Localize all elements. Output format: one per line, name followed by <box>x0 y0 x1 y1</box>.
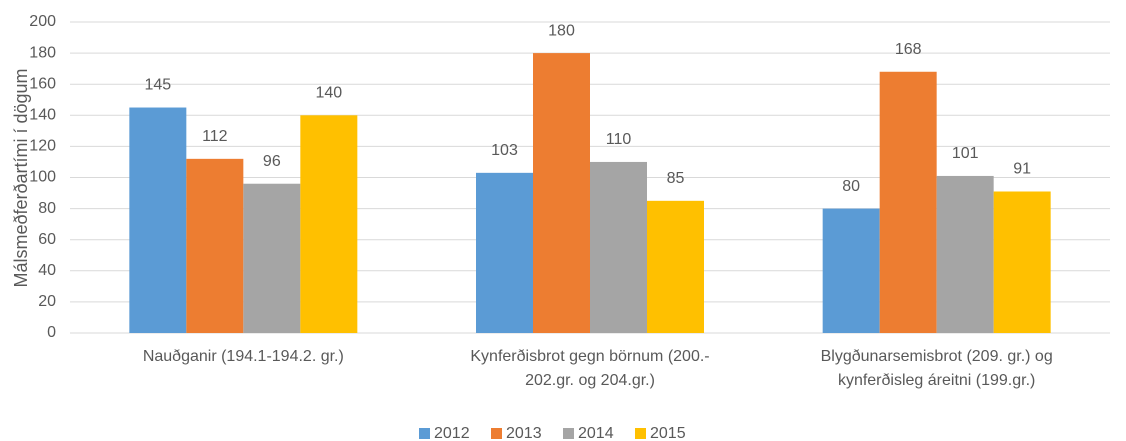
data-label: 91 <box>1013 161 1031 178</box>
legend-label: 2012 <box>434 425 470 441</box>
data-label: 85 <box>667 170 685 187</box>
y-tick-label: 140 <box>29 107 56 124</box>
data-label: 145 <box>144 77 171 94</box>
x-tick-label: Kynferðisbrot gegn börnum (200.-202.gr. … <box>470 348 709 389</box>
y-axis-title: Málsmeðferðartími í dögum <box>11 68 31 287</box>
bar <box>647 200 704 333</box>
data-label: 168 <box>895 41 922 58</box>
data-label: 80 <box>842 178 860 195</box>
y-tick-label: 180 <box>29 44 56 61</box>
y-tick-label: 120 <box>29 138 56 155</box>
data-label: 112 <box>202 128 228 145</box>
data-label: 101 <box>952 145 979 162</box>
bar <box>476 172 533 333</box>
y-tick-label: 60 <box>38 231 56 248</box>
legend-label: 2015 <box>650 425 686 441</box>
bar <box>243 183 301 333</box>
bar <box>936 175 994 333</box>
y-tick-label: 200 <box>29 13 56 30</box>
y-tick-label: 40 <box>38 262 56 279</box>
y-tick-label: 80 <box>38 200 56 217</box>
y-tick-label: 0 <box>47 324 56 341</box>
data-label: 103 <box>491 142 518 159</box>
legend-swatch <box>419 428 430 439</box>
bar <box>993 191 1051 333</box>
data-label: 180 <box>548 22 575 39</box>
bar <box>300 115 358 333</box>
legend-label: 2013 <box>506 425 542 441</box>
x-tick-label: Blygðunarsemisbrot (209. gr.) og kynferði… <box>821 348 1053 389</box>
legend-label: 2014 <box>578 425 614 441</box>
y-tick-label: 100 <box>29 169 56 186</box>
y-tick-label: 20 <box>38 293 56 310</box>
bar <box>879 71 937 333</box>
legend-swatch <box>563 428 574 439</box>
bar <box>129 107 187 334</box>
data-label: 110 <box>606 131 632 148</box>
legend-swatch <box>635 428 646 439</box>
legend-swatch <box>491 428 502 439</box>
data-label: 96 <box>263 153 281 170</box>
y-tick-label: 160 <box>29 75 56 92</box>
bar <box>186 158 244 333</box>
bar <box>822 208 880 333</box>
data-label: 140 <box>315 85 342 102</box>
bar <box>533 53 590 333</box>
bar <box>590 161 647 333</box>
x-tick-label: Nauðganir (194.1-194.2. gr.) <box>143 348 344 365</box>
